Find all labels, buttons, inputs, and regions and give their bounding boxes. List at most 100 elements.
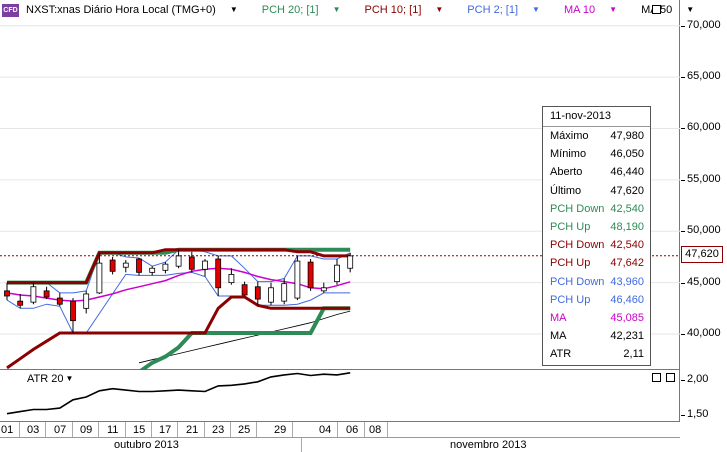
date-tick-label: 17 — [159, 424, 172, 436]
candle-body — [268, 287, 274, 303]
data-window-row: PCH Down 42,540 — [543, 236, 650, 254]
date-tick-divider — [98, 422, 99, 437]
atr-legend[interactable]: ATR 20 ▼ — [27, 373, 74, 385]
data-window-row: PCH Up 48,190 — [543, 218, 650, 236]
candle-body — [136, 258, 142, 273]
cfd-badge-icon: CFD — [2, 4, 19, 17]
price-tick-label: 40,000 — [687, 327, 721, 340]
date-tick-divider — [72, 422, 73, 437]
date-tick-label: 15 — [133, 424, 146, 436]
atr-tick-mark — [681, 380, 685, 382]
candle-body — [228, 274, 235, 284]
instrument-dropdown-icon[interactable]: ▼ — [229, 5, 238, 14]
pch2-dropdown-icon[interactable]: ▼ — [532, 5, 540, 14]
price-tick-mark — [681, 334, 685, 336]
date-tick-divider — [177, 422, 178, 437]
data-window-label: PCH Down — [550, 239, 605, 252]
data-window-label: PCH Down — [550, 202, 605, 215]
data-window-rows: Máximo 47,980 Mínimo 46,050 Aberto 46,440 Últi… — [543, 127, 650, 363]
price-tick-label: 55,000 — [687, 172, 721, 185]
pch20-lower-line — [138, 306, 351, 370]
pch20-dropdown-icon[interactable]: ▼ — [332, 5, 341, 14]
data-window-label: PCH Up — [550, 293, 591, 306]
date-tick-divider — [387, 422, 388, 437]
data-window-label: PCH Down — [550, 275, 605, 288]
date-tick-label: 29 — [274, 424, 287, 436]
data-window-date: 11-nov-2013 — [543, 107, 650, 127]
candle-body — [43, 290, 50, 298]
data-window-value: 46,460 — [610, 293, 644, 306]
month-divider — [301, 438, 302, 452]
candle-body — [4, 290, 10, 297]
ma10-dropdown-icon[interactable]: ▼ — [609, 5, 618, 14]
data-window-value: 42,540 — [610, 202, 644, 215]
candle-body — [281, 283, 288, 302]
candle-body — [56, 297, 63, 305]
candle-body — [109, 259, 116, 272]
date-tick-divider — [19, 422, 20, 437]
date-tick-label: 03 — [27, 424, 40, 436]
price-tick-mark — [681, 128, 685, 130]
data-window-value: 42,231 — [610, 330, 644, 343]
atr-axis[interactable]: 1,50 2,00 — [681, 370, 727, 422]
data-window-label: Último — [550, 184, 582, 197]
data-window-label: PCH Up — [550, 257, 591, 270]
date-tick-label: 11 — [107, 424, 119, 436]
date-tick-divider — [125, 422, 126, 437]
candle-body — [188, 256, 195, 270]
atr-tick-label: 2,00 — [687, 373, 709, 386]
instrument-title[interactable]: NXST:xnas Diário Hora Local (TMG+0) ▼ — [26, 4, 238, 16]
price-tick-label: 65,000 — [687, 70, 721, 83]
data-window-row: PCH Up 47,642 — [543, 254, 650, 272]
candle-body — [30, 286, 37, 303]
atr-dropdown-icon[interactable]: ▼ — [65, 374, 74, 383]
date-tick-label: 23 — [212, 424, 225, 436]
data-window-row: PCH Down 43,960 — [543, 273, 650, 291]
candle-body — [175, 255, 182, 267]
date-tick-label: 01 — [1, 424, 14, 436]
data-window-row: MA 42,231 — [543, 327, 650, 345]
price-axis[interactable]: 40,000 45,000 50,000 55,000 60,000 65,000 70,0… — [681, 0, 727, 370]
pch10-upper-line — [7, 248, 351, 285]
candle-body — [96, 262, 103, 294]
data-window-label: PCH Up — [550, 220, 591, 233]
date-tick-divider — [292, 422, 293, 437]
atr-panel[interactable]: ATR 20 ▼ — [0, 370, 680, 422]
candle-body — [347, 255, 354, 269]
price-tick-mark — [681, 231, 685, 233]
candle-body — [149, 267, 156, 273]
candle-body — [307, 261, 314, 289]
data-window-row: ATR 2,11 — [543, 345, 650, 363]
candle-body — [17, 300, 24, 306]
ma10-line — [6, 267, 351, 302]
month-label: outubro 2013 — [114, 439, 179, 451]
data-window-value: 46,050 — [610, 148, 644, 161]
ma50-dropdown-icon[interactable]: ▼ — [686, 5, 695, 14]
legend-item-pch2[interactable]: PCH 2; [1] ▼ — [467, 4, 540, 16]
date-tick-divider — [364, 422, 365, 437]
atr-close-icon[interactable] — [666, 373, 675, 382]
data-window-value: 45,085 — [610, 311, 644, 324]
candle-body — [162, 263, 169, 271]
atr-maximize-icon[interactable] — [652, 373, 661, 382]
legend-item-pch20[interactable]: PCH 20; [1] ▼ — [261, 4, 341, 16]
data-window-value: 48,190 — [610, 220, 644, 233]
maximize-panel-icon[interactable] — [652, 5, 661, 14]
legend-item-ma10[interactable]: MA 10 ▼ — [563, 4, 618, 16]
date-axis[interactable]: 01 03 07 09 11 15 17 21 23 25 29 04 06 08 outubro 2013… — [0, 422, 680, 452]
candle-body — [241, 284, 248, 296]
data-window-row: PCH Up 46,460 — [543, 291, 650, 309]
price-panel[interactable]: CFD NXST:xnas Diário Hora Local (TMG+0) ▼… — [0, 0, 694, 370]
pch2-lower-line — [6, 271, 351, 334]
atr-line — [6, 372, 351, 415]
data-window-row: PCH Down 42,540 — [543, 200, 650, 218]
price-tick-label: 70,000 — [687, 18, 721, 31]
date-tick-label: 08 — [369, 424, 382, 436]
data-window-row: MA 45,085 — [543, 309, 650, 327]
legend-item-pch10[interactable]: PCH 10; [1] ▼ — [364, 4, 444, 16]
atr-tick-mark — [681, 415, 685, 417]
date-tick-divider — [151, 422, 152, 437]
pch10-dropdown-icon[interactable]: ▼ — [435, 5, 444, 14]
date-tick-label: 04 — [319, 424, 332, 436]
date-tick-label: 25 — [238, 424, 251, 436]
